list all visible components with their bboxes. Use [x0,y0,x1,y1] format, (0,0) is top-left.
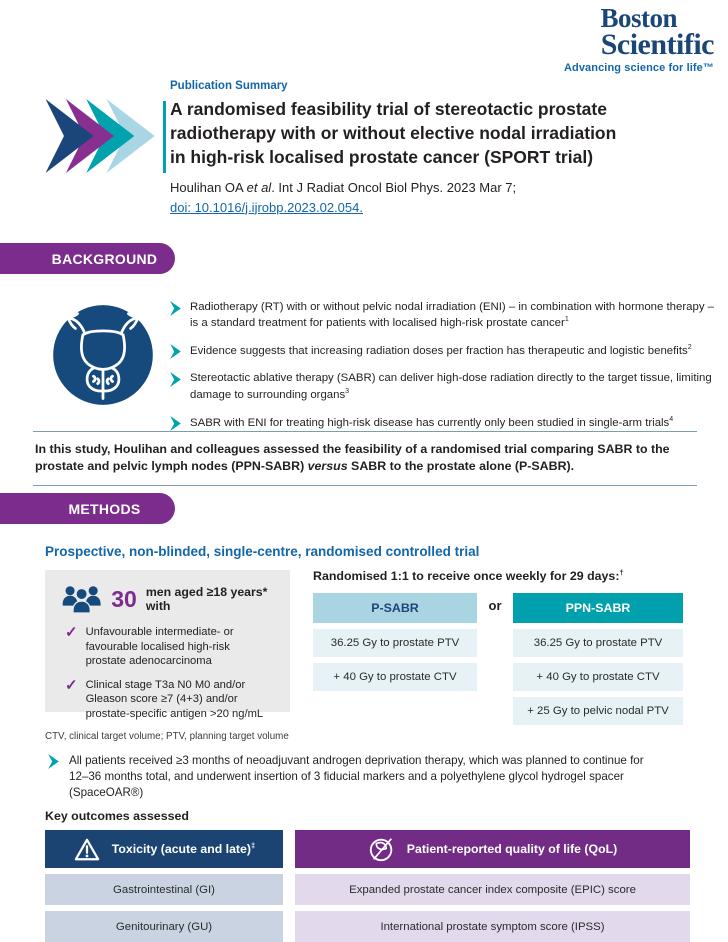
title-line-3: in high-risk localised prostate cancer (… [170,147,594,167]
bullet-text: Radiotherapy (RT) with or without pelvic… [190,301,715,330]
masthead: Publication Summary A randomised feasibi… [170,80,718,217]
list-item: ✓ Unfavourable intermediate- or favourab… [65,625,270,669]
cohort-header: 30 men aged ≥18 years* with [61,582,280,616]
citation-etal: et al [246,180,272,195]
arm-ppn-sabr: PPN-SABR 36.25 Gy to prostate PTV + 40 G… [513,593,683,725]
boston-scientific-logo: Boston Scientific Advancing science for … [563,3,715,75]
criterion-text: Clinical stage T3a N0 M0 and/or Gleason … [85,678,264,720]
dose-row: 36.25 Gy to prostate PTV [313,629,477,657]
chevron-bullet-icon [170,372,181,388]
study-design-heading: Prospective, non-blinded, single-centre,… [45,544,480,559]
or-label: or [488,598,502,613]
citation-authors: Houlihan OA [170,180,247,195]
key-outcomes-tables: Toxicity (acute and late)‡ Gastrointesti… [45,830,690,942]
background-content: Radiotherapy (RT) with or without pelvic… [50,294,715,443]
toxicity-header-text: Toxicity (acute and late)‡ [111,841,256,857]
methods-section-banner: METHODS [0,493,175,524]
arm-header: PPN-SABR [513,593,683,623]
table-row: Gastrointestinal (GI) [45,874,283,905]
title-divider-bar [163,101,166,173]
adt-note-text: All patients received ≥3 months of neoad… [69,754,644,799]
key-outcomes-heading: Key outcomes assessed [45,809,189,823]
logo-wordmark-line2: Scientific [600,28,715,61]
publication-summary-label: Publication Summary [170,80,288,92]
chevron-arrows-icon [45,99,155,173]
toxicity-header: Toxicity (acute and late)‡ [45,830,283,868]
bullet-text: Stereotactic ablative therapy (SABR) can… [190,372,712,401]
table-row: Genitourinary (GU) [45,911,283,942]
list-item: Evidence suggests that increasing radiat… [170,343,715,360]
background-section-banner: BACKGROUND [0,243,175,274]
warning-triangle-icon [74,838,100,860]
list-item: Radiotherapy (RT) with or without pelvic… [170,300,715,331]
check-icon: ✓ [65,676,78,694]
chevron-bullet-icon [170,415,181,431]
dose-row: + 40 Gy to prostate CTV [513,663,683,691]
table-row: International prostate symptom score (IP… [295,911,690,942]
cohort-label: men aged ≥18 years* with [145,585,268,613]
toxicity-table: Toxicity (acute and late)‡ Gastrointesti… [45,830,283,942]
randomisation-block: Randomised 1:1 to receive once weekly fo… [313,568,691,725]
study-statement: In this study, Houlihan and colleagues a… [33,431,697,487]
list-item: ✓ Clinical stage T3a N0 M0 and/or Gleaso… [65,678,270,722]
page-title: A randomised feasibility trial of stereo… [170,97,718,169]
chevron-bullet-icon [170,344,181,360]
check-icon: ✓ [65,624,78,641]
bullet-text: Evidence suggests that increasing radiat… [190,344,692,358]
dose-row: 36.25 Gy to prostate PTV [513,629,683,657]
citation: Houlihan OA et al. Int J Radiat Oncol Bi… [170,178,718,217]
abbreviation-footnote: CTV, clinical target volume; PTV, planni… [45,731,289,742]
qol-header: Patient-reported quality of life (QoL) [295,830,690,868]
logo-wordmark-line1: Boston [600,3,677,33]
chevron-bullet-icon [48,754,59,769]
background-bullet-list: Radiotherapy (RT) with or without pelvic… [170,294,715,443]
chevron-bullet-icon [170,301,181,316]
table-row: Expanded prostate cancer index composite… [295,874,690,905]
arm-p-sabr: P-SABR 36.25 Gy to prostate PTV + 40 Gy … [313,593,477,691]
cohort-count: 30 [111,585,137,612]
title-line-2: radiotherapy with or without elective no… [170,123,617,143]
bullet-text: SABR with ENI for treating high-risk dis… [190,415,674,429]
cohort-box: 30 men aged ≥18 years* with ✓ Unfavourab… [45,570,290,720]
qol-header-text: Patient-reported quality of life (QoL) [406,842,618,856]
qol-table: Patient-reported quality of life (QoL) E… [295,830,690,942]
criterion-text: Unfavourable intermediate- or favourable… [85,626,234,668]
doi-link[interactable]: doi: 10.1016/j.ijrobp.2023.02.054. [170,199,363,215]
dose-row: + 25 Gy to pelvic nodal PTV [513,697,683,725]
prostate-icon [53,305,153,405]
dose-row: + 40 Gy to prostate CTV [313,663,477,691]
randomisation-label: Randomised 1:1 to receive once weekly fo… [313,568,624,584]
arm-header: P-SABR [313,593,477,623]
adt-note: All patients received ≥3 months of neoad… [48,753,666,801]
logo-tagline: Advancing science for life™ [563,62,714,74]
list-item: Stereotactic ablative therapy (SABR) can… [170,371,715,402]
title-line-1: A randomised feasibility trial of stereo… [170,99,607,119]
leaf-icon [369,838,393,862]
citation-journal: . Int J Radiat Oncol Biol Phys. 2023 Mar… [271,180,517,195]
people-icon [62,586,101,614]
list-item: SABR with ENI for treating high-risk dis… [170,415,715,431]
